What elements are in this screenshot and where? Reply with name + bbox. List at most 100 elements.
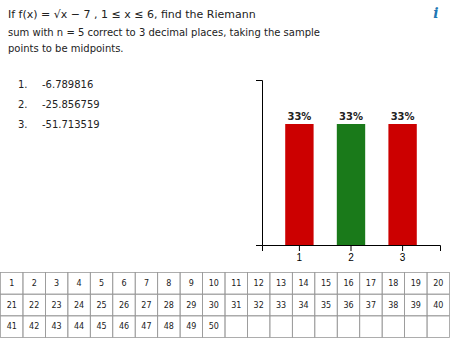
table-cell [135, 294, 157, 316]
table-cell [247, 273, 269, 295]
table-cell [270, 316, 292, 338]
table-cell [337, 294, 359, 316]
table-text: 11 [231, 279, 241, 288]
table-cell [382, 316, 404, 338]
table-text: 22 [29, 301, 39, 310]
table-text: 25 [96, 301, 106, 310]
table-text: 1 [9, 279, 14, 288]
table-text: 15 [321, 279, 331, 288]
table-text: 20 [433, 279, 443, 288]
table-text: 14 [298, 279, 308, 288]
x-tick-label: 1 [297, 252, 303, 263]
table-cell [180, 294, 202, 316]
table-text: 30 [209, 301, 219, 310]
x-axis: 123 [263, 245, 441, 263]
table-text: 29 [186, 301, 196, 310]
x-tick: 1 [297, 245, 303, 263]
table-text: 7 [144, 279, 149, 288]
x-tick: 2 [348, 245, 354, 263]
table-cell [405, 294, 427, 316]
table-cell [68, 316, 90, 338]
table-text: 9 [189, 279, 194, 288]
table-text: 38 [388, 301, 398, 310]
table-text: 34 [298, 301, 308, 310]
table-text: 48 [164, 322, 174, 331]
question: If f(x) = √x − 7 , 1 ≤ x ≤ 6, find the R… [8, 8, 320, 54]
data-label: 33% [287, 111, 311, 122]
table-cell [315, 294, 337, 316]
table-cell [203, 294, 225, 316]
table-cell [292, 316, 314, 338]
page: If f(x) = √x − 7 , 1 ≤ x ≤ 6, find the R… [0, 0, 450, 338]
data-label: 33% [391, 111, 415, 122]
table-text: 24 [74, 301, 84, 310]
table-text: 5 [99, 279, 104, 288]
table-text: 26 [119, 301, 129, 310]
bars [285, 124, 417, 245]
question-line: If f(x) = √x − 7 , 1 ≤ x ≤ 6, find the R… [8, 8, 256, 21]
table-text: 16 [343, 279, 353, 288]
table-cell [158, 316, 180, 338]
table-cell [45, 316, 67, 338]
table-text: 8 [166, 279, 171, 288]
answer-value: -51.713519 [42, 119, 100, 130]
table-cell [315, 273, 337, 295]
table-cell [90, 316, 112, 338]
table-cell [90, 294, 112, 316]
table-text: 12 [254, 279, 264, 288]
table-text: 45 [96, 322, 106, 331]
table-cell [180, 273, 202, 295]
table-cell [247, 294, 269, 316]
answer-number: 1. [18, 79, 28, 90]
table-cell [23, 294, 45, 316]
table-cell [68, 273, 90, 295]
table-text: 21 [7, 301, 17, 310]
answer-number: 2. [18, 99, 28, 110]
table-cell [360, 273, 382, 295]
table-text: 37 [366, 301, 376, 310]
table-text: 35 [321, 301, 331, 310]
table-text: 18 [388, 279, 398, 288]
table-cell [225, 294, 247, 316]
table-text: 36 [343, 301, 353, 310]
table-text: 6 [121, 279, 126, 288]
x-axis-line [263, 246, 441, 252]
table-text: 47 [141, 322, 151, 331]
table-cell [337, 316, 359, 338]
table-cell [427, 316, 449, 338]
table-cell [90, 273, 112, 295]
table-text: 17 [366, 279, 376, 288]
table-cell [1, 273, 23, 295]
x-tick-mark [299, 245, 300, 251]
answer-number: 3. [18, 119, 28, 130]
table-text: 41 [7, 322, 17, 331]
table-cell [292, 273, 314, 295]
table-cell [1, 294, 23, 316]
answers: 1.-6.7898162.-25.8567593.-51.713519 [18, 79, 100, 130]
table-cell [158, 294, 180, 316]
table-cell [270, 273, 292, 295]
table-cell [382, 273, 404, 295]
table-cell [315, 316, 337, 338]
table-cell [427, 294, 449, 316]
table-text: 32 [254, 301, 264, 310]
table-text: 43 [52, 322, 62, 331]
table-cell [203, 273, 225, 295]
table-text: 23 [52, 301, 62, 310]
table-cell [135, 273, 157, 295]
table-cell [225, 316, 247, 338]
table-text: 13 [276, 279, 286, 288]
data-labels: 33%33%33% [287, 111, 414, 122]
table-cell [45, 294, 67, 316]
table-text: 19 [411, 279, 421, 288]
table-cell [158, 273, 180, 295]
table-cell [68, 294, 90, 316]
table-cell [1, 316, 23, 338]
table-text: 3 [54, 279, 59, 288]
table-cell [360, 316, 382, 338]
table-text: 46 [119, 322, 129, 331]
info-icon: i [433, 5, 438, 21]
x-tick-label: 2 [348, 252, 354, 263]
table-cell [135, 316, 157, 338]
table-text: 42 [29, 322, 39, 331]
